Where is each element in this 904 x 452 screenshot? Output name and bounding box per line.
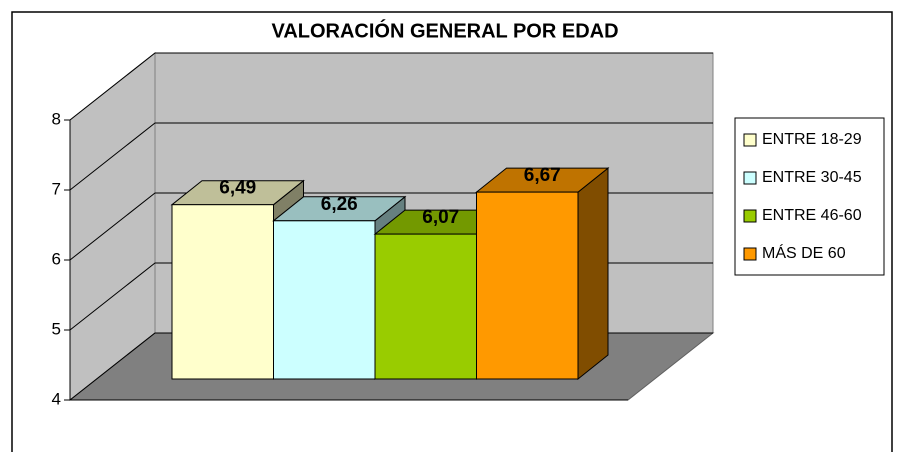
- bar-side: [577, 167, 609, 381]
- bar-front: [476, 191, 579, 380]
- y-tick-label: 5: [52, 319, 61, 338]
- chart-title: VALORACIÓN GENERAL POR EDAD: [271, 18, 618, 42]
- bar: [475, 167, 610, 381]
- value-label: 6,07: [422, 207, 459, 228]
- legend-swatch: [743, 171, 757, 185]
- legend-swatch: [743, 133, 757, 147]
- y-tick-label: 8: [52, 109, 61, 128]
- bar-front: [273, 220, 376, 380]
- legend: [734, 117, 885, 276]
- value-label: 6,26: [321, 194, 358, 215]
- bar-front: [374, 233, 477, 380]
- legend-swatch: [743, 209, 757, 223]
- bar-front: [171, 204, 274, 380]
- y-tick-label: 6: [52, 249, 61, 268]
- legend-label: ENTRE 46-60: [762, 207, 862, 224]
- y-tick-label: 4: [52, 389, 61, 408]
- grid-line: [69, 122, 713, 191]
- grid-line: [69, 52, 713, 121]
- value-label: 6,67: [524, 165, 561, 186]
- legend-label: ENTRE 18-29: [762, 131, 862, 148]
- y-tick-label: 7: [52, 179, 61, 198]
- legend-label: ENTRE 30-45: [762, 169, 862, 186]
- legend-label: MÁS DE 60: [762, 243, 846, 262]
- value-label: 6,49: [219, 178, 256, 199]
- legend-swatch: [743, 247, 757, 261]
